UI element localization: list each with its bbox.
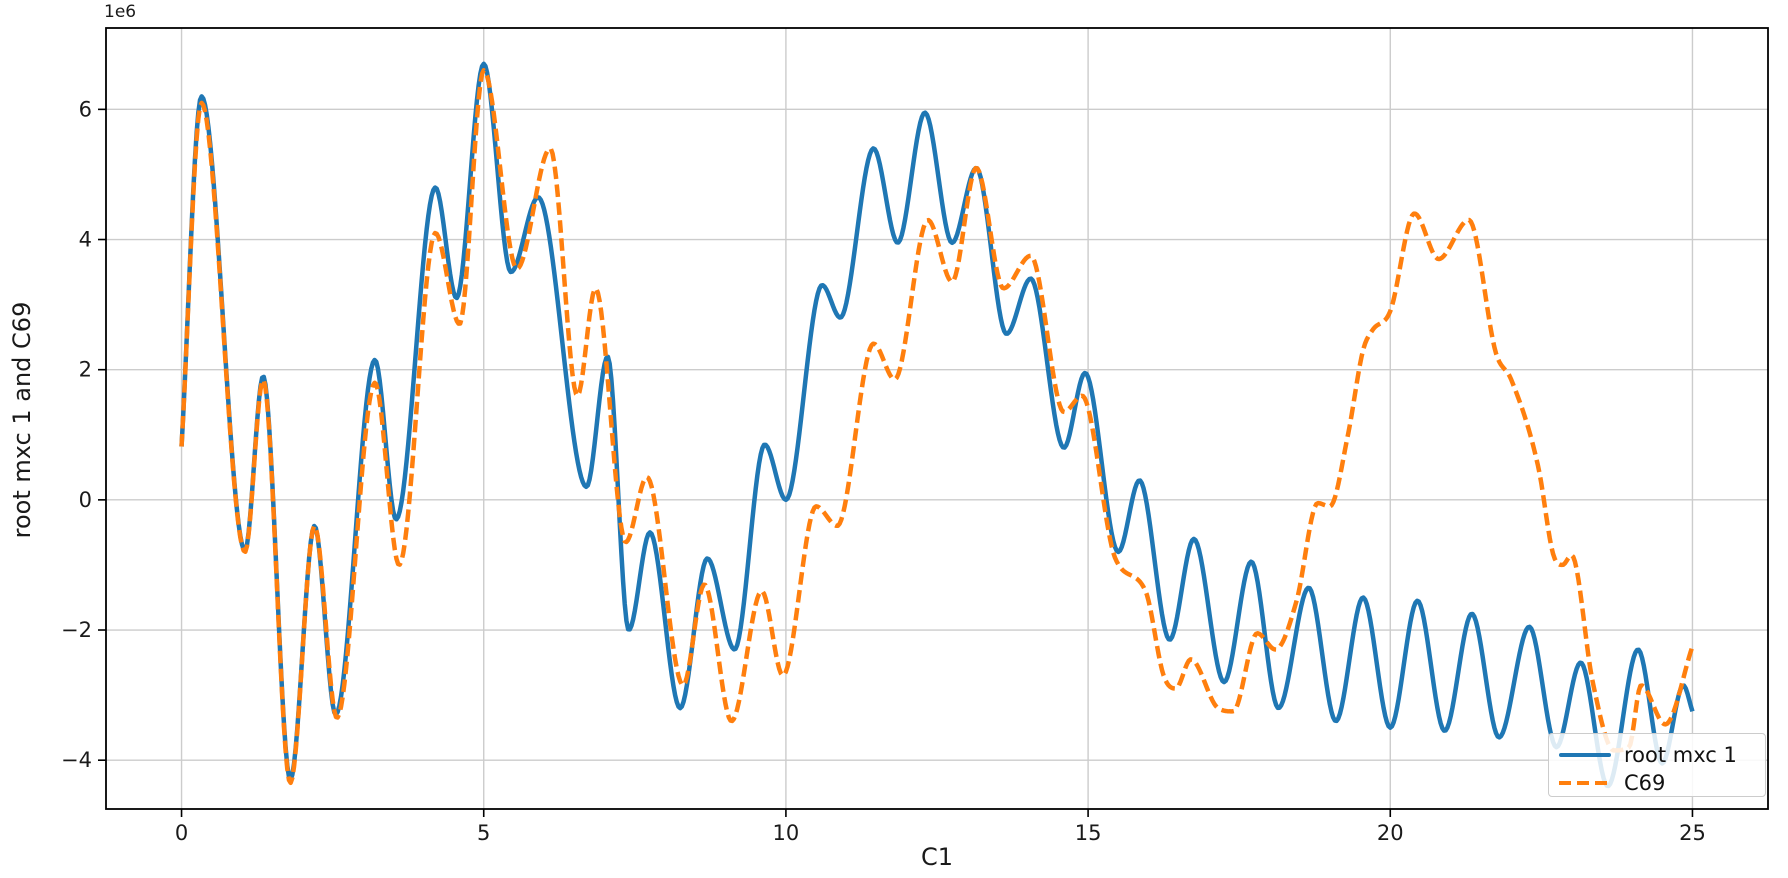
x-tick-label: 10 — [773, 821, 800, 845]
y-tick-label: −2 — [61, 618, 92, 642]
y-tick-label: 6 — [79, 97, 92, 121]
series-line-c69 — [179, 68, 1695, 786]
y-axis-label: root mxc 1 and C69 — [8, 301, 36, 539]
x-axis-label: C1 — [920, 843, 954, 871]
legend-entry-c69: C69 — [1559, 769, 1755, 797]
y-tick-label: −4 — [61, 748, 92, 772]
legend-line-sample-solid — [1559, 752, 1611, 758]
ticks — [98, 108, 1694, 817]
legend-label: C69 — [1624, 771, 1666, 795]
x-tick-label: 15 — [1075, 821, 1102, 845]
axes-spines — [105, 27, 1769, 810]
x-tick-label: 20 — [1377, 821, 1404, 845]
y-tick-label: 2 — [79, 358, 92, 382]
y-axis-offset-text: 1e6 — [104, 2, 137, 22]
series-lines — [179, 61, 1695, 789]
legend-line-sample-dashed — [1559, 780, 1611, 786]
y-tick-label: 4 — [79, 228, 92, 252]
legend: root mxc 1 C69 — [1548, 733, 1766, 797]
grid — [106, 28, 1768, 809]
legend-label: root mxc 1 — [1624, 743, 1737, 767]
tick-labels: 0 5 10 15 20 25 −4 −2 0 2 4 6 — [61, 97, 1706, 845]
y-tick-label: 0 — [79, 488, 92, 512]
x-tick-label: 25 — [1679, 821, 1706, 845]
series-line-root-mxc-1 — [179, 61, 1695, 789]
x-tick-label: 0 — [175, 821, 188, 845]
x-tick-label: 5 — [477, 821, 490, 845]
legend-entry-root-mxc-1: root mxc 1 — [1559, 741, 1755, 769]
